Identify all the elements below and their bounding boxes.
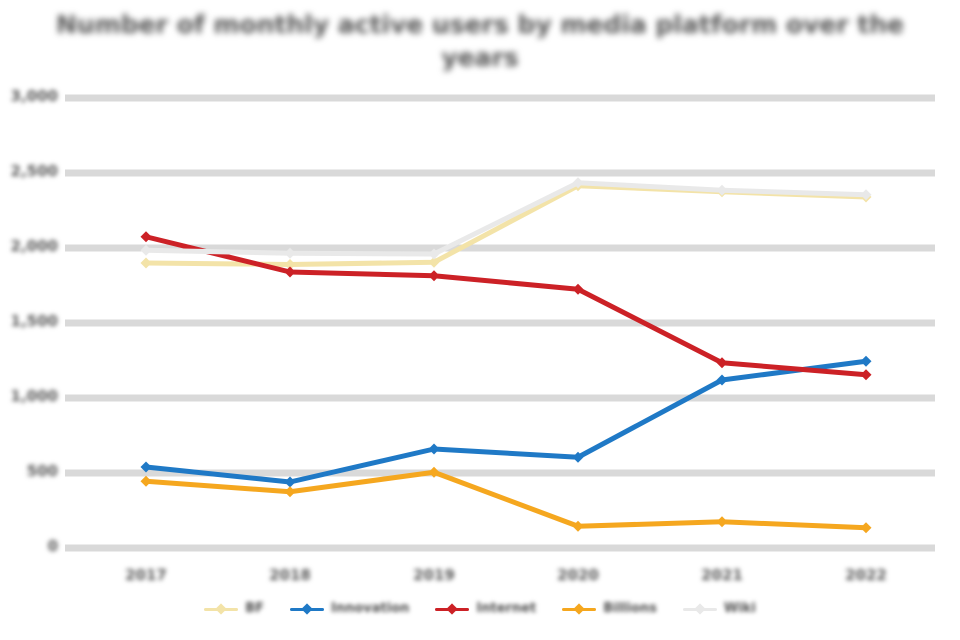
data-point-marker-Wiki [284, 247, 296, 259]
x-tick-label: 2017 [125, 566, 167, 584]
y-tick-label: 0 [47, 537, 58, 555]
data-point-marker-Innovation [860, 355, 872, 367]
data-point-marker-Internet [716, 357, 728, 369]
data-point-marker-Internet [284, 266, 296, 278]
legend-swatch-icon [562, 602, 597, 616]
data-point-marker-Internet [428, 270, 440, 282]
legend-label: Innovation [331, 601, 410, 616]
data-point-marker-Wiki [860, 189, 872, 201]
legend-swatch-icon [682, 602, 717, 616]
legend-item-Wiki[interactable]: Wiki [682, 601, 756, 616]
series-line-Innovation [143, 358, 869, 485]
legend-swatch-icon [204, 602, 239, 616]
x-tick-label: 2019 [413, 566, 455, 584]
legend-diamond-marker-icon [215, 602, 227, 615]
legend-item-Internet[interactable]: Internet [435, 601, 536, 616]
legend-item-Innovation[interactable]: Innovation [290, 601, 409, 616]
data-point-marker-Internet [140, 231, 152, 243]
data-point-marker-Innovation [716, 374, 728, 386]
data-point-marker-Innovation [140, 461, 152, 473]
y-tick-label: 1,000 [10, 387, 58, 405]
legend-label: BF [245, 601, 264, 616]
x-tick-label: 2018 [269, 566, 311, 584]
data-point-marker-Wiki [572, 177, 584, 189]
legend-diamond-marker-icon [301, 602, 313, 615]
legend-diamond-marker-icon [573, 602, 585, 615]
legend-diamond-marker-icon [694, 602, 706, 615]
legend-label: Internet [476, 601, 537, 616]
data-point-marker-Billions [860, 522, 872, 534]
series-line-Billions [143, 469, 869, 531]
data-point-marker-Billions [716, 516, 728, 528]
legend-swatch-icon [435, 602, 470, 616]
data-point-marker-Wiki [428, 248, 440, 260]
y-tick-label: 3,000 [10, 87, 58, 105]
data-point-marker-Billions [572, 520, 584, 532]
data-point-marker-Internet [572, 283, 584, 295]
data-point-marker-Innovation [284, 476, 296, 488]
legend-item-Billions[interactable]: Billions [562, 601, 657, 616]
data-point-marker-Billions [284, 486, 296, 498]
y-tick-label: 2,500 [10, 162, 58, 180]
series-line-Wiki [143, 180, 869, 257]
x-tick-label: 2022 [845, 566, 887, 584]
legend-diamond-marker-icon [446, 602, 459, 615]
data-point-marker-Innovation [572, 451, 584, 463]
data-point-marker-Wiki [140, 244, 152, 256]
y-tick-label: 1,500 [10, 312, 58, 330]
series-line-Internet [143, 234, 869, 378]
data-point-marker-Billions [428, 466, 440, 478]
legend-label: Wiki [723, 601, 756, 616]
data-point-marker-Wiki [716, 184, 728, 196]
x-tick-label: 2020 [557, 566, 599, 584]
legend-item-BF[interactable]: BF [204, 601, 264, 616]
legend-swatch-icon [290, 602, 324, 616]
data-point-marker-Innovation [428, 443, 440, 455]
data-point-marker-BF [140, 257, 152, 269]
chart-legend: BF Innovation Internet Billions Wiki [0, 601, 960, 616]
data-point-marker-BF [428, 256, 440, 268]
legend-label: Billions [603, 601, 657, 616]
y-tick-label: 2,000 [10, 237, 58, 255]
data-point-marker-BF [284, 259, 296, 270]
data-point-marker-Billions [140, 475, 152, 487]
x-tick-label: 2021 [701, 566, 743, 584]
y-tick-label: 500 [26, 462, 58, 480]
data-point-marker-Internet [860, 369, 872, 381]
